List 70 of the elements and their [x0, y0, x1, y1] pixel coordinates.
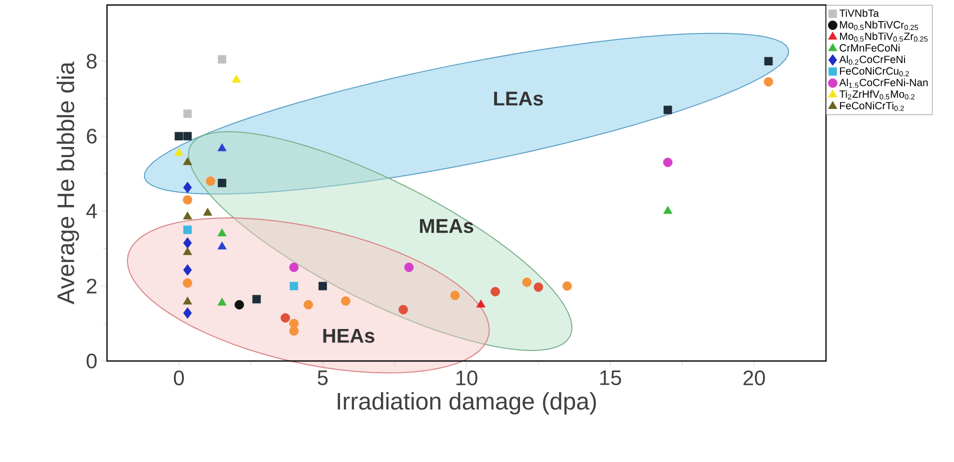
- legend-label: Ti$_{2}$ZrHfV$_{0.5}$Mo$_{0.2}$: [839, 90, 914, 100]
- point: [183, 264, 192, 276]
- legend-label: FeCoNiCrCu$_{0.2}$: [840, 67, 909, 76]
- point: [663, 158, 673, 168]
- y-tick-label: 8: [86, 54, 97, 69]
- point: [490, 286, 500, 296]
- point: [183, 182, 192, 194]
- annotation: LEAs: [494, 92, 543, 106]
- point: [183, 296, 192, 304]
- y-tick-label: 4: [86, 204, 97, 218]
- point: [534, 282, 544, 292]
- point: [289, 262, 299, 272]
- point: [232, 74, 241, 83]
- x-tick-label: 0: [174, 370, 184, 386]
- point: [764, 57, 773, 66]
- x-tick-label: 15: [600, 370, 622, 386]
- point: [183, 247, 192, 256]
- y-tick-label: 0: [86, 354, 97, 368]
- point: [218, 55, 226, 64]
- point: [522, 278, 532, 288]
- y-axis-title: Average He bubble dia: [56, 62, 80, 304]
- point: [234, 300, 244, 310]
- legend-label: Al$_{0.2}$CoCrFeNi: [839, 55, 905, 65]
- point: [252, 294, 261, 304]
- point: [764, 77, 774, 87]
- y-tick-label: 6: [86, 128, 97, 144]
- legend-label: FeCoNiCrTi$_{0.2}$: [840, 102, 904, 111]
- point: [218, 178, 226, 188]
- point: [182, 278, 192, 288]
- point: [218, 228, 227, 236]
- point: [183, 237, 192, 249]
- point: [280, 313, 290, 323]
- point: [664, 106, 672, 114]
- point: [183, 307, 192, 319]
- annotation: HEAs: [323, 328, 374, 343]
- legend-label: Mo$_{0.5}$NbTiVCr$_{0.25}$: [840, 20, 918, 30]
- point: [398, 304, 408, 314]
- point: [174, 132, 184, 140]
- point: [341, 296, 350, 306]
- point: [206, 176, 216, 186]
- point: [183, 132, 192, 140]
- point: [174, 148, 184, 156]
- legend-label: CrMnFeCoNi: [840, 44, 900, 52]
- point: [218, 242, 227, 250]
- point: [183, 109, 192, 118]
- point: [218, 298, 227, 306]
- legend-label: Al$_{1.5}$CoCrFeNi-Nan: [839, 78, 928, 88]
- legend-label: TiVNbTa: [839, 9, 879, 17]
- point: [289, 326, 299, 336]
- point: [290, 282, 298, 290]
- point: [218, 143, 227, 152]
- x-axis-title: Irradiation damage (dpa): [338, 392, 596, 414]
- point: [450, 290, 460, 300]
- point: [404, 262, 414, 272]
- point: [183, 226, 192, 234]
- annotation: MEAs: [420, 219, 474, 234]
- point: [663, 206, 672, 214]
- point: [562, 281, 572, 291]
- point: [476, 300, 486, 308]
- point: [183, 157, 192, 166]
- point: [304, 300, 314, 310]
- legend-label: Mo$_{0.5}$NbTiV$_{0.5}$Zr$_{0.25}$: [840, 32, 928, 42]
- point: [203, 208, 212, 216]
- x-tick-label: 10: [456, 370, 478, 386]
- x-tick-label: 5: [318, 370, 328, 386]
- point: [183, 212, 192, 220]
- point: [182, 195, 192, 205]
- point: [318, 282, 327, 290]
- x-tick-label: 20: [744, 370, 765, 386]
- y-tick-label: 2: [86, 278, 96, 294]
